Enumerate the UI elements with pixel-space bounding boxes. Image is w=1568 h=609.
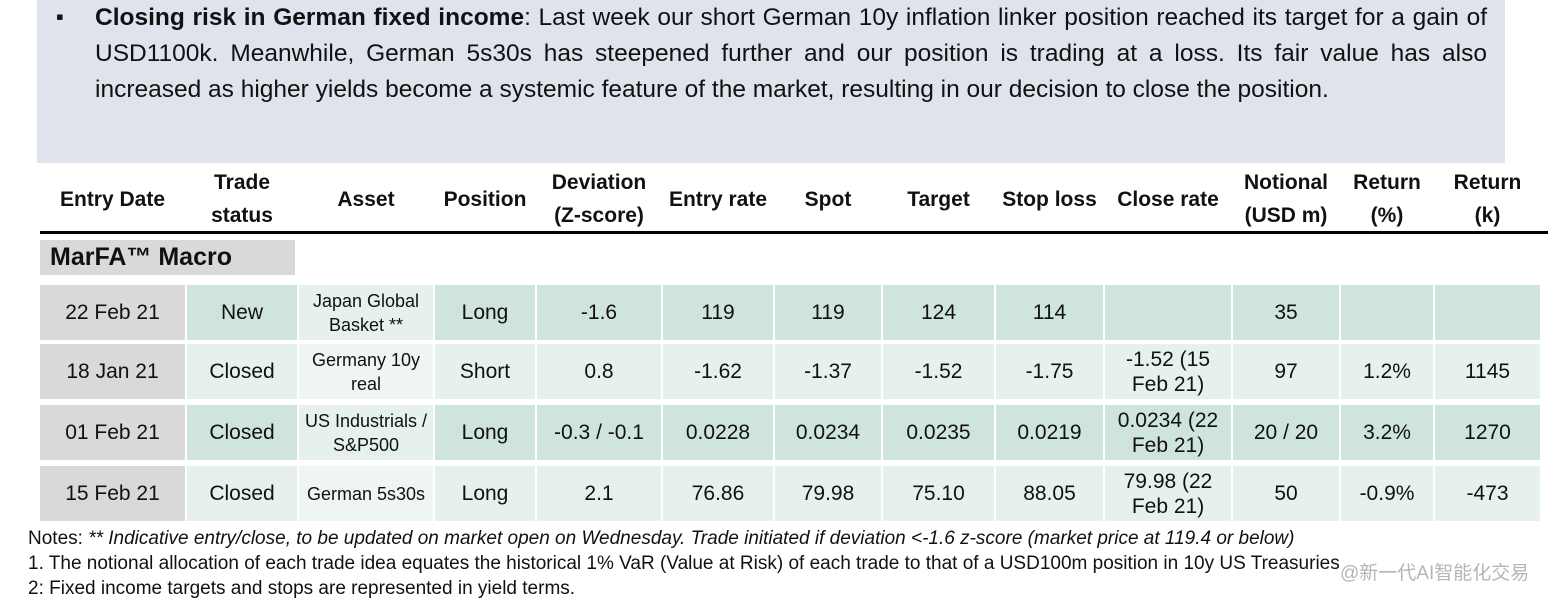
table-cell: -1.52 (15 Feb 21) <box>1105 344 1231 399</box>
watermark: @新一代AI智能化交易 <box>1340 563 1530 584</box>
table-cell: Germany 10y real <box>299 344 433 399</box>
table-cell: 76.86 <box>663 466 773 521</box>
table-cell: Japan Global Basket ** <box>299 285 433 340</box>
table-cell: -0.9% <box>1341 466 1433 521</box>
table-cell: -1.62 <box>663 344 773 399</box>
table-cell: 50 <box>1233 466 1339 521</box>
column-header: Target <box>907 187 970 211</box>
column-header: Spot <box>804 187 852 211</box>
table-cell <box>1435 285 1540 340</box>
table-cell: 97 <box>1233 344 1339 399</box>
table-cell: Long <box>435 405 535 460</box>
table-cell: 119 <box>775 285 881 340</box>
table-cell: 1.2% <box>1341 344 1433 399</box>
table-cell: 35 <box>1233 285 1339 340</box>
table-cell: 0.0234 (22 Feb 21) <box>1105 405 1231 460</box>
summary-box <box>37 0 1505 163</box>
table-cell: 79.98 (22 Feb 21) <box>1105 466 1231 521</box>
table-cell: 1270 <box>1435 405 1540 460</box>
bullet-text: : Last week our short German 10y inflati… <box>95 4 1487 103</box>
table-cell: 114 <box>996 285 1103 340</box>
table-cell <box>1105 285 1231 340</box>
table-cell: 3.2% <box>1341 405 1433 460</box>
table-cell: 88.05 <box>996 466 1103 521</box>
note: Notes: ** Indicative entry/close, to be … <box>28 528 1294 550</box>
note-text: ** Indicative entry/close, to be updated… <box>88 528 1295 549</box>
header-rule <box>40 231 1548 234</box>
table-cell: German 5s30s <box>299 466 433 521</box>
table-cell: Long <box>435 466 535 521</box>
table-cell: -1.75 <box>996 344 1103 399</box>
table-cell: 124 <box>883 285 994 340</box>
column-header: Return (%) <box>1353 171 1421 227</box>
section-label: MarFA™ Macro <box>40 240 295 275</box>
table-cell: 0.0228 <box>663 405 773 460</box>
table-cell: 0.0219 <box>996 405 1103 460</box>
table-cell: -1.6 <box>537 285 661 340</box>
table-cell: -1.37 <box>775 344 881 399</box>
row-header: 22 Feb 21 <box>40 285 185 340</box>
column-header: Trade status <box>211 171 273 227</box>
table-cell: 119 <box>663 285 773 340</box>
table-cell: -1.52 <box>883 344 994 399</box>
column-header: Deviation (Z-score) <box>551 171 647 227</box>
table-cell: 0.0235 <box>883 405 994 460</box>
table-cell: 20 / 20 <box>1233 405 1339 460</box>
column-header: Notional (USD m) <box>1244 171 1328 227</box>
column-header: Close rate <box>1117 187 1219 211</box>
note: 1. The notional allocation of each trade… <box>28 553 1340 574</box>
note-prefix: Notes: <box>28 528 83 549</box>
row-header: 01 Feb 21 <box>40 405 185 460</box>
column-header: Entry Date <box>59 187 166 211</box>
column-header: Asset <box>337 187 395 211</box>
table-cell: Closed <box>187 466 297 521</box>
table-cell: New <box>187 285 297 340</box>
row-header: 18 Jan 21 <box>40 344 185 399</box>
bullet-title: Closing risk in German fixed income <box>95 4 525 31</box>
table-cell: 0.0234 <box>775 405 881 460</box>
table-cell: -473 <box>1435 466 1540 521</box>
table-cell: 0.8 <box>537 344 661 399</box>
column-header: Return (k) <box>1453 171 1522 227</box>
table-cell: 1145 <box>1435 344 1540 399</box>
table-cell: -0.3 / -0.1 <box>537 405 661 460</box>
table-cell: Short <box>435 344 535 399</box>
column-header: Position <box>443 187 527 211</box>
paragraph: Closing risk in German fixed income: Las… <box>95 0 1487 108</box>
bullet-icon: ▪ <box>56 4 64 29</box>
table-cell: US Industrials / S&P500 <box>299 405 433 460</box>
table-cell: 79.98 <box>775 466 881 521</box>
table-cell: Closed <box>187 344 297 399</box>
table-cell: 2.1 <box>537 466 661 521</box>
table-cell <box>1341 285 1433 340</box>
note: 2: Fixed income targets and stops are re… <box>28 578 576 599</box>
table-cell: Closed <box>187 405 297 460</box>
column-header: Stop loss <box>1002 187 1097 211</box>
table-cell: Long <box>435 285 535 340</box>
column-header: Entry rate <box>668 187 768 211</box>
table-cell: 75.10 <box>883 466 994 521</box>
row-header: 15 Feb 21 <box>40 466 185 521</box>
